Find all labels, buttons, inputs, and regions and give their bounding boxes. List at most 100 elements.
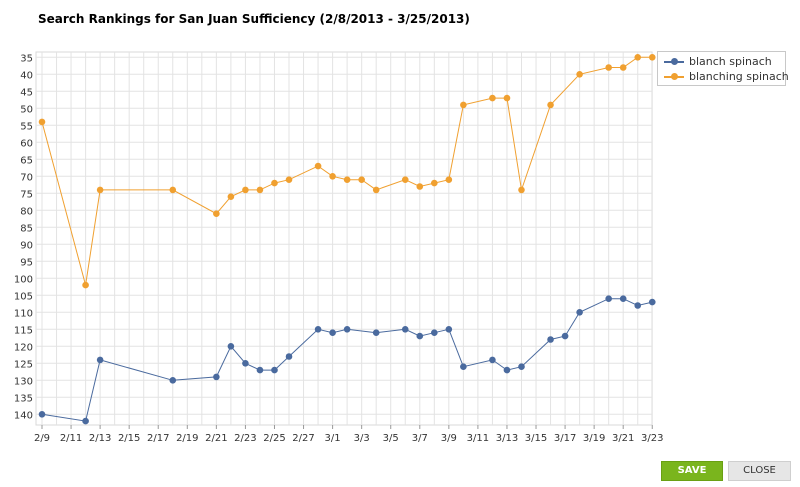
data-point[interactable] (619, 295, 627, 303)
x-tick-label: 3/9 (441, 433, 457, 444)
data-point[interactable] (38, 411, 46, 418)
y-tick-label: 40 (20, 70, 33, 81)
data-point[interactable] (648, 54, 656, 61)
data-point[interactable] (445, 176, 453, 183)
x-tick-label: 2/23 (234, 433, 256, 444)
close-button[interactable]: CLOSE (728, 461, 791, 481)
legend-swatch-icon (664, 58, 684, 65)
x-tick-label: 3/21 (612, 433, 634, 444)
data-point[interactable] (518, 186, 525, 194)
data-point[interactable] (227, 193, 235, 200)
data-point[interactable] (285, 353, 293, 360)
data-point[interactable] (372, 329, 380, 337)
x-tick-label: 2/25 (263, 433, 285, 444)
x-tick-label: 3/19 (583, 433, 605, 444)
data-point[interactable] (343, 176, 351, 183)
y-tick-label: 110 (14, 308, 33, 319)
data-point[interactable] (547, 101, 554, 109)
data-point[interactable] (605, 64, 612, 71)
data-point[interactable] (401, 176, 409, 183)
data-point[interactable] (314, 326, 322, 333)
chart-axes: 35 40 45 50 55 60 65 70 75 80 85 90 95 100 105 110 115 12… (14, 53, 664, 444)
data-point[interactable] (489, 356, 496, 364)
data-point[interactable] (213, 373, 220, 381)
x-tick-label: 2/19 (176, 433, 198, 444)
data-point[interactable] (169, 377, 177, 384)
data-point[interactable] (82, 417, 89, 425)
y-tick-label: 55 (20, 121, 33, 132)
legend-label: blanch spinach (689, 55, 772, 68)
x-tick-label: 3/11 (467, 433, 489, 444)
data-point[interactable] (401, 326, 409, 333)
y-tick-label: 120 (14, 342, 33, 353)
data-point[interactable] (416, 183, 424, 190)
y-tick-label: 90 (20, 240, 33, 251)
data-point[interactable] (518, 363, 525, 371)
y-tick-label: 100 (14, 274, 33, 285)
x-tick-label: 3/5 (383, 433, 399, 444)
data-point[interactable] (648, 298, 656, 306)
data-point[interactable] (329, 329, 336, 337)
data-point[interactable] (489, 94, 496, 102)
data-point[interactable] (634, 302, 642, 309)
data-point[interactable] (256, 186, 264, 194)
x-tick-label: 2/17 (147, 433, 169, 444)
data-point[interactable] (82, 281, 89, 289)
data-point[interactable] (576, 71, 583, 78)
data-point[interactable] (329, 173, 336, 180)
data-point[interactable] (460, 101, 467, 109)
data-point[interactable] (38, 118, 46, 126)
data-point[interactable] (314, 162, 322, 170)
data-point[interactable] (285, 176, 293, 183)
data-point[interactable] (634, 54, 642, 61)
data-point[interactable] (227, 343, 235, 350)
data-point[interactable] (242, 186, 249, 194)
data-point[interactable] (96, 356, 104, 364)
x-tick-label: 2/27 (292, 433, 314, 444)
data-point[interactable] (576, 309, 583, 316)
save-button[interactable]: SAVE (661, 461, 723, 481)
x-tick-label: 2/15 (118, 433, 140, 444)
y-tick-label: 80 (20, 206, 33, 217)
y-tick-label: 135 (14, 393, 33, 404)
data-point[interactable] (503, 94, 511, 102)
x-tick-label: 3/13 (496, 433, 518, 444)
data-point[interactable] (213, 210, 220, 217)
data-point[interactable] (358, 176, 365, 183)
y-tick-label: 45 (20, 87, 33, 98)
chart-legend: blanch spinach blanching spinach (657, 51, 789, 86)
data-point[interactable] (605, 295, 612, 303)
chart-grid (35, 51, 653, 426)
y-tick-label: 125 (14, 359, 33, 370)
y-tick-label: 35 (20, 53, 33, 64)
data-point[interactable] (242, 360, 249, 367)
data-point[interactable] (561, 332, 569, 340)
data-point[interactable] (503, 366, 511, 374)
data-point[interactable] (169, 186, 177, 194)
y-tick-label: 75 (20, 189, 33, 200)
x-tick-label: 2/21 (205, 433, 227, 444)
data-point[interactable] (271, 366, 278, 374)
data-point[interactable] (431, 179, 438, 187)
data-point[interactable] (256, 366, 264, 374)
y-tick-label: 130 (14, 376, 33, 387)
y-tick-label: 140 (14, 410, 33, 421)
data-point[interactable] (460, 363, 467, 371)
y-tick-label: 115 (14, 325, 33, 336)
data-point[interactable] (445, 326, 453, 333)
data-point[interactable] (431, 329, 438, 337)
data-point[interactable] (547, 336, 554, 343)
x-tick-label: 3/3 (354, 433, 370, 444)
x-tick-label: 3/15 (525, 433, 547, 444)
data-point[interactable] (271, 179, 278, 187)
data-point[interactable] (96, 186, 104, 194)
x-tick-label: 3/7 (412, 433, 428, 444)
y-tick-label: 105 (14, 291, 33, 302)
x-tick-label: 2/9 (34, 433, 50, 444)
data-point[interactable] (416, 332, 424, 340)
data-point[interactable] (343, 326, 351, 333)
data-point[interactable] (372, 186, 380, 194)
chart-series (38, 54, 656, 425)
data-point[interactable] (619, 64, 627, 71)
